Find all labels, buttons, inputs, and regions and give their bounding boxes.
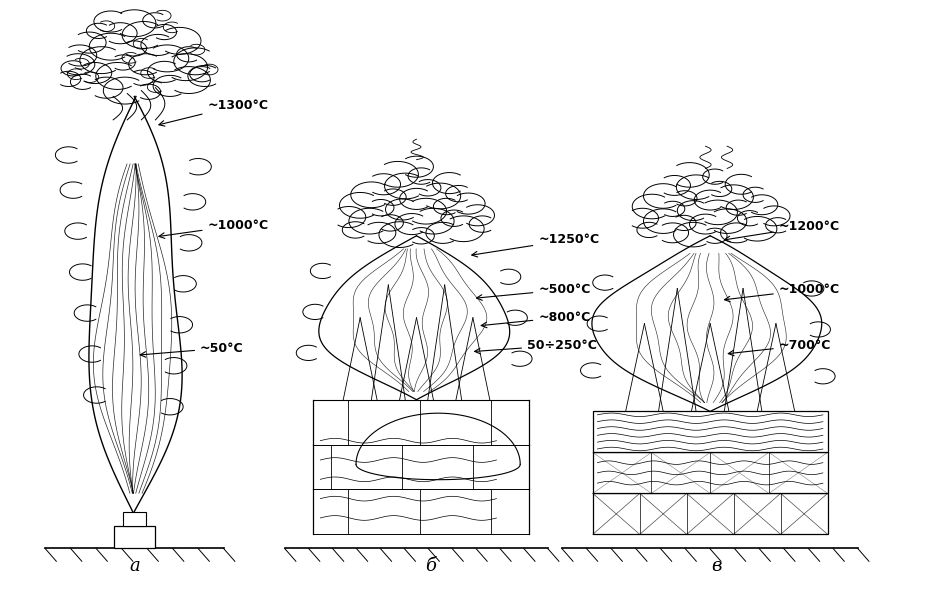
Bar: [592, 493, 827, 534]
Bar: [592, 411, 827, 452]
Text: ~500°C: ~500°C: [476, 283, 590, 300]
Text: ~1000°C: ~1000°C: [724, 283, 839, 302]
Bar: [592, 452, 827, 493]
Text: в: в: [711, 557, 721, 575]
Text: ~1300°C: ~1300°C: [159, 99, 268, 126]
Polygon shape: [89, 96, 182, 512]
Text: ~700°C: ~700°C: [728, 339, 831, 356]
Polygon shape: [591, 236, 821, 411]
Text: ~50°C: ~50°C: [140, 342, 244, 357]
Text: а: а: [128, 557, 140, 575]
Bar: [113, 526, 155, 548]
Text: ~1000°C: ~1000°C: [159, 219, 268, 238]
Text: ~800°C: ~800°C: [480, 311, 590, 328]
Text: б: б: [424, 557, 435, 575]
Text: ~1250°C: ~1250°C: [471, 233, 598, 257]
Polygon shape: [318, 236, 509, 400]
Bar: [123, 512, 145, 526]
Text: ~1200°C: ~1200°C: [724, 220, 839, 242]
Text: 50÷250°C: 50÷250°C: [474, 339, 597, 354]
